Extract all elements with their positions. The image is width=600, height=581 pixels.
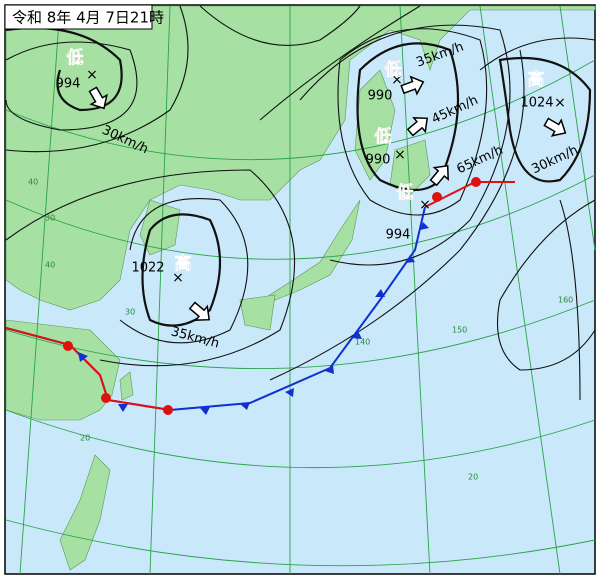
graticule [5, 5, 596, 575]
graticule-part [5, 59, 596, 161]
grid-label: 140 [355, 338, 370, 347]
land-part [389, 139, 431, 196]
map-title: 令和 8年 4月 7日21時 [12, 9, 164, 27]
graticule-part [149, 5, 171, 575]
isobars-part [199, 5, 361, 46]
graticule-part [5, 299, 596, 369]
graticule-part [5, 174, 596, 260]
pressure: 994 [386, 228, 411, 243]
graticule-part [479, 5, 561, 575]
grid-label: 20 [80, 434, 90, 443]
fronts-part-part [352, 331, 362, 339]
land-part [139, 199, 181, 256]
isobars-part [337, 28, 488, 216]
graticule-part [5, 409, 596, 469]
title-box [4, 4, 153, 30]
isobars-part [5, 26, 123, 112]
fronts-part-part [405, 255, 415, 263]
motion-arrow [543, 117, 567, 137]
system-kind: 低 [374, 126, 392, 147]
land-part [239, 294, 276, 331]
fronts-part-part [163, 405, 173, 415]
isobars-part [141, 213, 222, 327]
isobars-part [559, 199, 581, 401]
grid-label: 30 [125, 308, 135, 317]
grid-label: 150 [452, 326, 467, 335]
center-mark: × [391, 72, 403, 88]
fronts-part-part [420, 222, 429, 230]
motion-arrow [88, 86, 108, 110]
grid-label: 30 [45, 214, 55, 223]
fronts-part-part [432, 192, 442, 202]
land [5, 5, 596, 571]
system-kind: 高 [175, 253, 192, 274]
fronts [5, 177, 515, 415]
isobars-part [479, 37, 596, 371]
pressure: 1024 [520, 96, 553, 111]
land-part [5, 5, 596, 311]
land-part [59, 454, 111, 571]
center-mark: × [86, 67, 98, 83]
isobars-part [5, 5, 189, 153]
grid-label: 40 [45, 261, 55, 270]
fronts-part-part [118, 404, 128, 412]
land-part [5, 319, 121, 421]
isobars-part [299, 24, 511, 266]
pressure: 990 [368, 89, 393, 104]
system-kind: 低 [66, 47, 84, 68]
fronts-part [78, 222, 429, 415]
land-part [119, 371, 134, 401]
grid-label: 160 [558, 296, 573, 305]
fronts-part [63, 177, 481, 415]
system-kind: 高 [528, 69, 545, 90]
graticule-part [559, 5, 596, 251]
fronts-part-part [471, 177, 481, 187]
fronts-part-part [63, 341, 73, 351]
fronts-part-part [200, 407, 210, 415]
isobars-part [5, 169, 296, 367]
system-kind: 低 [384, 59, 402, 80]
fronts-part-part [101, 393, 111, 403]
center-mark: × [394, 147, 406, 163]
isobars [5, 5, 596, 401]
pressure: 1022 [131, 261, 164, 276]
system-kind: 低 [396, 182, 414, 203]
fronts-part-part [78, 352, 88, 362]
motion-arrow [406, 117, 429, 137]
fronts-part [5, 327, 171, 411]
motion-arrow [429, 164, 449, 187]
fronts-part-part [240, 402, 250, 410]
isobars-part [119, 198, 249, 344]
fronts-part-part [375, 289, 385, 297]
grid-label: 40 [28, 178, 38, 187]
fronts-part-part [325, 365, 334, 374]
pressure: 990 [366, 153, 391, 168]
graticule-part [5, 519, 596, 567]
center-mark: × [554, 95, 566, 111]
isobars-part [259, 5, 525, 381]
fronts-part-part [285, 388, 294, 397]
pressure: 994 [56, 77, 81, 92]
isobars-part [5, 41, 138, 131]
isobars-part [498, 56, 592, 183]
center-mark: × [419, 197, 431, 213]
grid-label: 20 [468, 473, 478, 482]
motion-arrow [400, 75, 425, 96]
center-mark: × [172, 270, 184, 286]
graticule-part [19, 5, 61, 575]
motion-arrow [188, 301, 211, 321]
